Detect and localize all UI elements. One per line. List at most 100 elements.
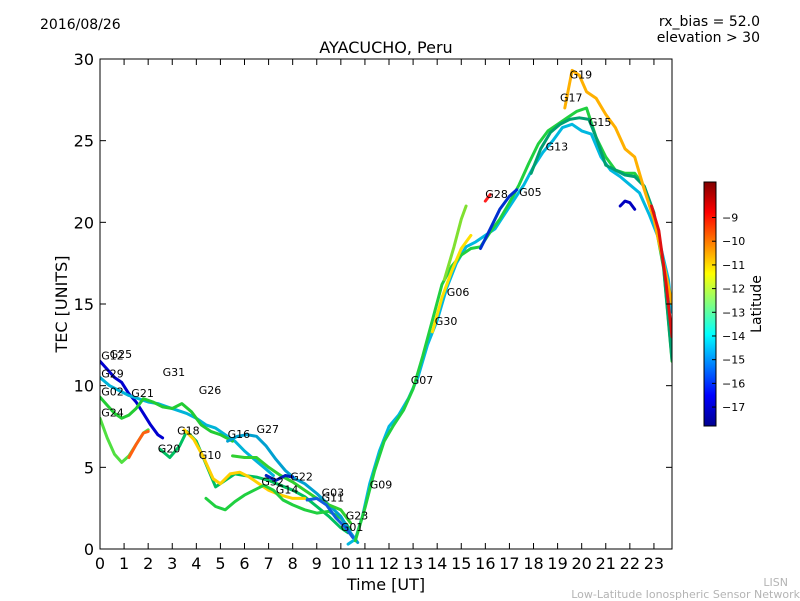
- tec-trace-6: [182, 428, 307, 500]
- satellite-label: G30: [435, 315, 458, 328]
- satellite-label: G22: [290, 470, 313, 483]
- satellite-label: G27: [257, 423, 280, 436]
- colorbar-tick-label: −9: [722, 212, 738, 225]
- x-tick-label: 0: [95, 554, 105, 573]
- satellite-label: G25: [110, 348, 133, 361]
- colorbar-tick-label: −13: [722, 306, 745, 319]
- x-tick-label: 12: [379, 554, 399, 573]
- satellite-label: G32: [261, 475, 284, 488]
- tec-trace-21: [483, 193, 492, 203]
- x-tick-label: 10: [331, 554, 351, 573]
- satellite-label: G24: [101, 407, 124, 420]
- x-tick-label: 16: [475, 554, 495, 573]
- satellite-label: G13: [546, 141, 569, 154]
- satellite-label: G26: [199, 384, 222, 397]
- x-tick-label: 19: [547, 554, 567, 573]
- colorbar-tick-label: −17: [722, 401, 745, 414]
- satellite-label: G06: [447, 286, 470, 299]
- chart-title: AYACUCHO, Peru: [319, 38, 453, 57]
- colorbar-tick-label: −14: [722, 330, 745, 343]
- satellite-label: G21: [131, 387, 154, 400]
- x-tick-label: 11: [355, 554, 375, 573]
- satellite-label: G17: [560, 92, 583, 105]
- satellite-label: G23: [346, 510, 369, 523]
- satellite-label: G10: [199, 449, 222, 462]
- y-tick-label: 20: [74, 213, 94, 232]
- colorbar-tick-label: −10: [722, 235, 745, 248]
- satellite-label: G01: [341, 521, 364, 534]
- tec-trace-10: [264, 474, 295, 482]
- x-tick-label: 6: [239, 554, 249, 573]
- tec-trace-19: [650, 204, 672, 339]
- y-axis-title: TEC [UNITS]: [52, 256, 71, 354]
- colorbar-tick-label: −16: [722, 377, 745, 390]
- y-tick-label: 0: [84, 540, 94, 559]
- satellite-label: G29: [101, 368, 124, 381]
- tec-trace-8: [226, 433, 360, 544]
- tec-trace-2: [100, 395, 234, 443]
- satellite-label: G05: [519, 186, 542, 199]
- colorbar-ticks: −9 −10 −11 −12 −13 −14 −15 −16 −17: [712, 212, 745, 414]
- x-tick-label: 7: [263, 554, 273, 573]
- y-tick-label: 10: [74, 377, 94, 396]
- satellite-label: G28: [485, 188, 508, 201]
- tec-trace-17: [563, 68, 672, 306]
- y-tick-label: 25: [74, 132, 94, 151]
- colorbar-tick-label: −15: [722, 354, 745, 367]
- x-tick-label: 20: [572, 554, 592, 573]
- tec-trace-1: [100, 376, 275, 477]
- x-tick-label: 17: [499, 554, 519, 573]
- x-tick-label: 22: [620, 554, 640, 573]
- tec-trace-16: [529, 116, 672, 361]
- colorbar-tick-label: −12: [722, 283, 745, 296]
- x-tick-label: 4: [191, 554, 201, 573]
- x-tick-label: 1: [119, 554, 129, 573]
- x-tick-label: 8: [288, 554, 298, 573]
- x-tick-label: 15: [451, 554, 471, 573]
- satellite-label: G20: [158, 443, 181, 456]
- tec-trace-14: [430, 233, 473, 334]
- series-layer: [100, 68, 672, 546]
- satellite-label: G03: [322, 487, 345, 500]
- colorbar: [703, 181, 717, 427]
- x-axis: 0 1 2 3 4 5 6 7 8 9 10 11 12 13 14 15 16 17 18 19 20 21 22 23: [95, 59, 664, 573]
- x-tick-label: 14: [427, 554, 447, 573]
- satellite-label: G12: [101, 350, 124, 363]
- y-axis: 0 5 10 15 20 25 30: [74, 50, 672, 559]
- tec-trace-12: [346, 122, 672, 546]
- date-label: 2016/08/26: [40, 17, 121, 33]
- tec-trace-7: [204, 483, 352, 531]
- x-tick-label: 21: [596, 554, 616, 573]
- satellite-label: G18: [177, 425, 200, 438]
- satellite-label: G14: [276, 484, 299, 497]
- x-tick-label: 2: [143, 554, 153, 573]
- tec-trace-20: [479, 188, 519, 250]
- satellite-label: G02: [101, 386, 124, 399]
- x-axis-title: Time [UT]: [346, 575, 425, 594]
- satellite-label: G11: [322, 492, 345, 505]
- rx-bias-label: rx_bias = 52.0: [658, 14, 760, 30]
- tec-trace-18: [618, 199, 637, 211]
- satellite-label: G16: [228, 428, 251, 441]
- tec-trace-3: [100, 416, 150, 464]
- x-tick-label: 5: [215, 554, 225, 573]
- tec-trace-9: [231, 454, 352, 525]
- tec-trace-15: [442, 204, 468, 281]
- satellite-label: G31: [163, 366, 186, 379]
- y-tick-label: 15: [74, 295, 94, 314]
- tec-trace-11: [305, 496, 355, 540]
- x-tick-label: 18: [523, 554, 543, 573]
- satellite-label: G07: [411, 374, 434, 387]
- tec-trace-13: [353, 106, 672, 543]
- satellite-label: G15: [589, 116, 612, 129]
- x-tick-label: 3: [167, 554, 177, 573]
- colorbar-tick-label: −11: [722, 259, 745, 272]
- network-credit: Low-Latitude Ionospheric Sensor Network: [571, 588, 800, 601]
- x-tick-label: 13: [403, 554, 423, 573]
- elevation-label: elevation > 30: [656, 30, 760, 46]
- satellite-label: G19: [570, 69, 593, 82]
- x-tick-label: 9: [312, 554, 322, 573]
- x-tick-label: 23: [644, 554, 664, 573]
